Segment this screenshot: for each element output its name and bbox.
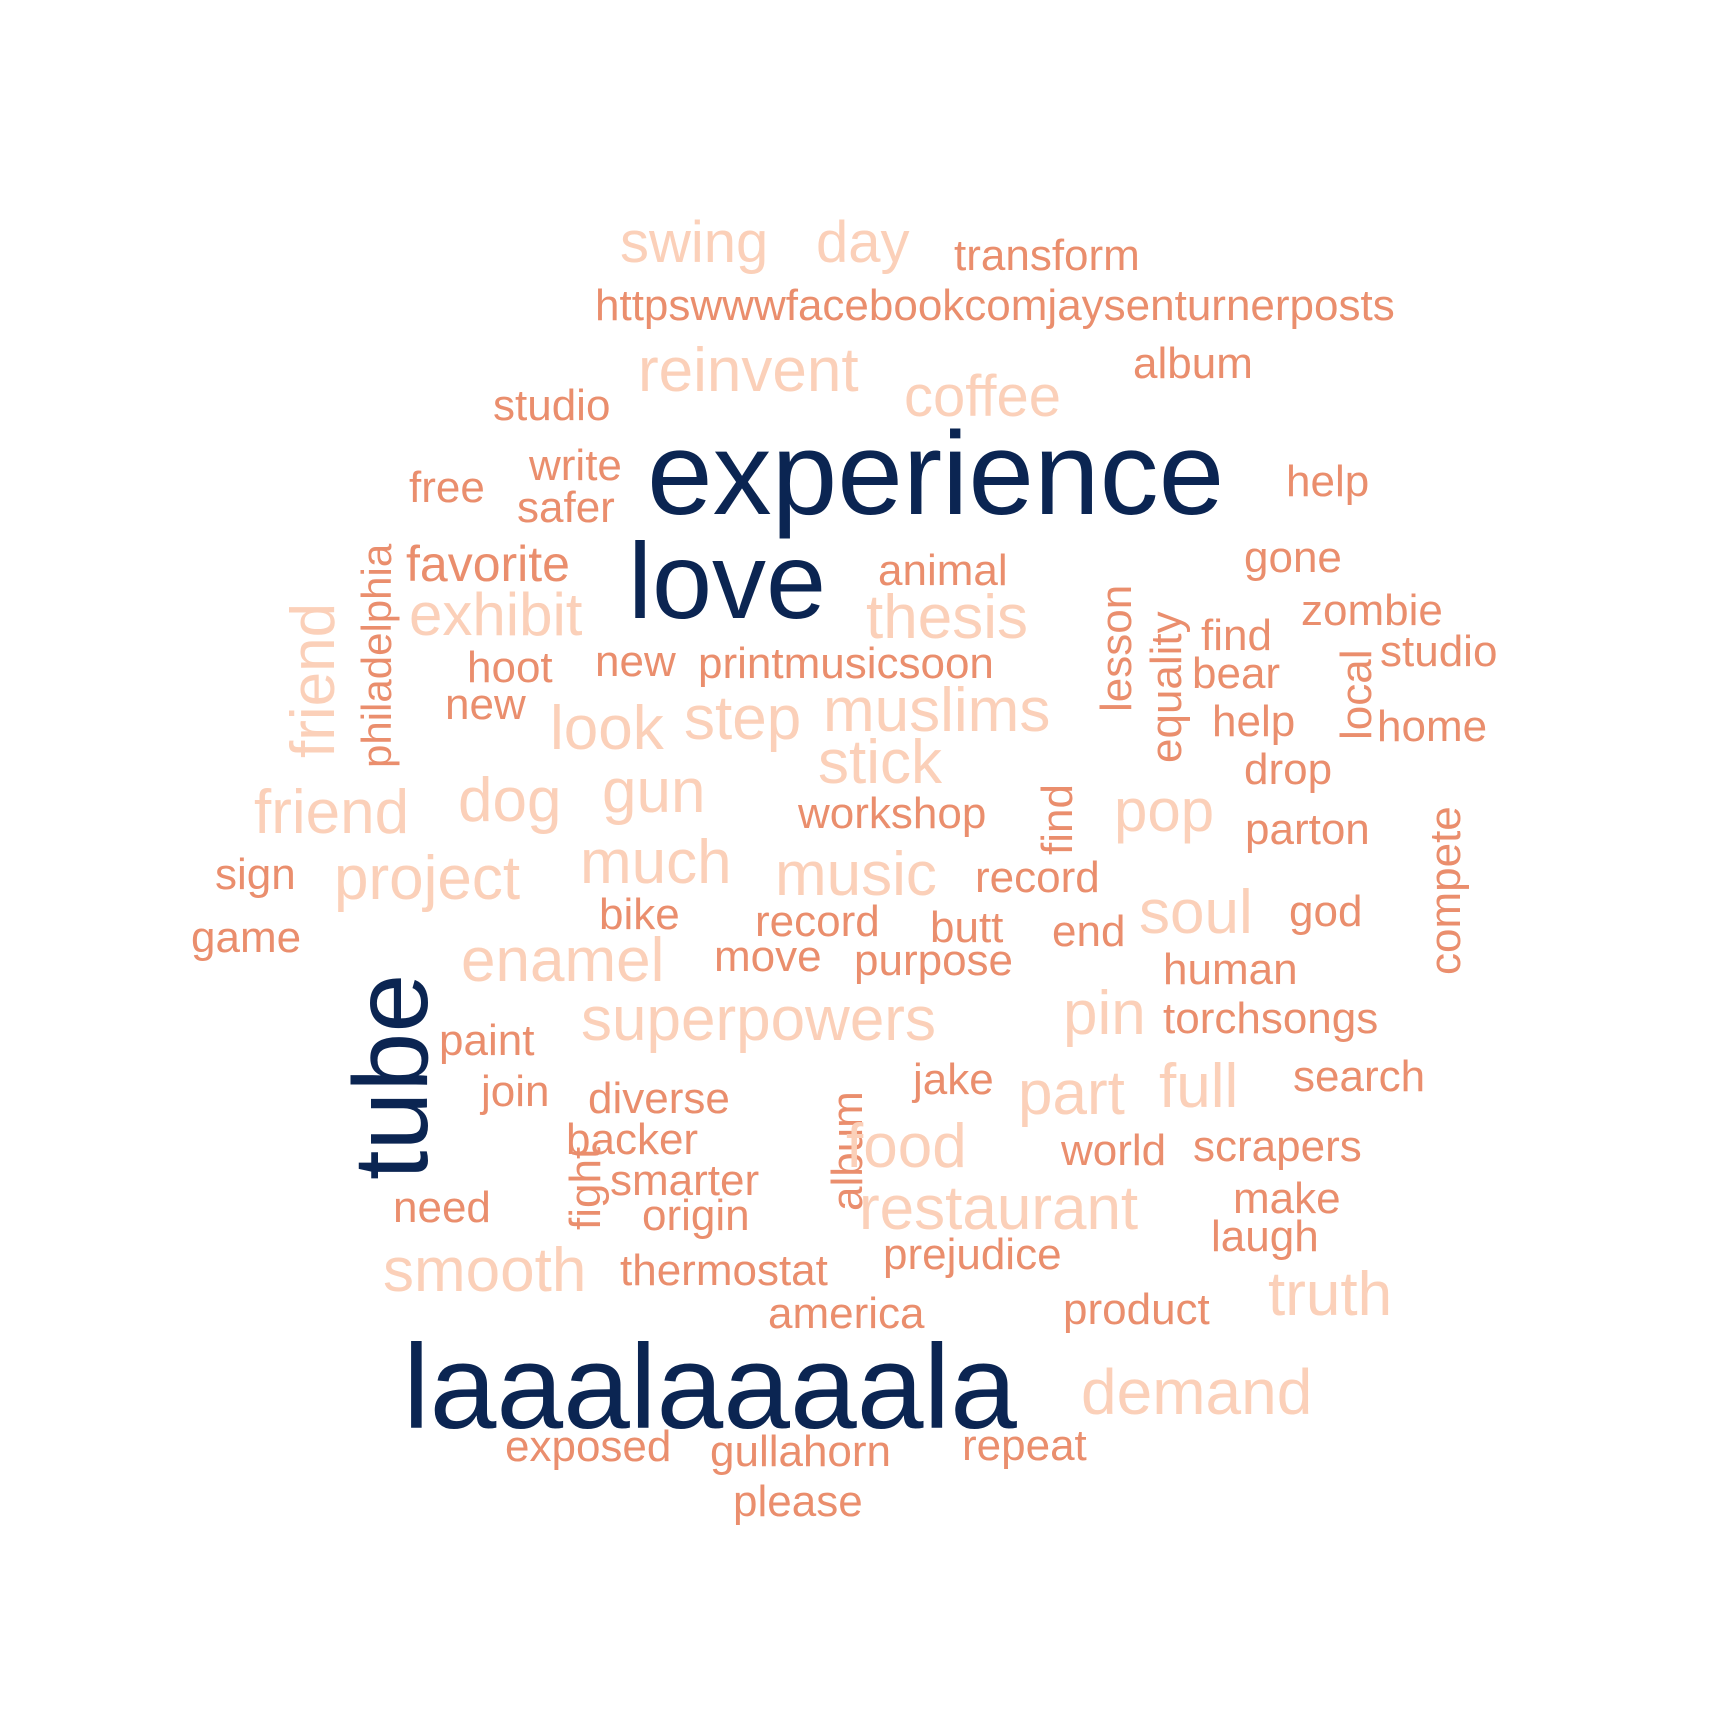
word-gullahorn-95: gullahorn: [710, 1427, 892, 1476]
word-free-13: free: [409, 463, 485, 512]
word-scrapers-80: scrapers: [1193, 1122, 1362, 1171]
word-record-53: record: [975, 853, 1100, 902]
word-muslims-36: muslims: [823, 676, 1051, 745]
word-help-14: help: [1286, 457, 1370, 506]
word-diverse-70: diverse: [588, 1074, 730, 1123]
word-hoot-29: hoot: [467, 643, 553, 692]
word-repeat-96: repeat: [962, 1421, 1087, 1470]
word-animal-19: animal: [878, 546, 1008, 595]
word-make-85: make: [1233, 1174, 1341, 1223]
word-stick-39: stick: [818, 728, 942, 797]
word-album-9: album: [1133, 339, 1253, 388]
word-sign-49: sign: [215, 850, 296, 899]
word-butt-59: butt: [930, 903, 1004, 952]
word-help-37: help: [1212, 697, 1296, 746]
word-home-38: home: [1377, 702, 1488, 751]
word-friend-22: friend: [279, 602, 348, 758]
word-exhibit-23: exhibit: [409, 581, 583, 648]
word-safer-15: safer: [517, 483, 615, 532]
word-restaurant-84: restaurant: [859, 1174, 1139, 1243]
word-gone-18: gone: [1244, 533, 1342, 582]
word-smarter-81: smarter: [610, 1156, 760, 1205]
word-please-97: please: [733, 1477, 863, 1526]
word-httpswwwfacebookcomjaysenturnerposts-7: httpswwwfacebookcomjaysenturnerposts: [595, 281, 1395, 330]
word-thermostat-88: thermostat: [620, 1246, 828, 1295]
word-prejudice-89: prejudice: [883, 1230, 1062, 1279]
word-product-92: product: [1063, 1285, 1210, 1334]
word-write-12: write: [529, 441, 622, 490]
word-friend-41: friend: [254, 778, 410, 847]
word-game-56: game: [191, 913, 302, 962]
word-human-64: human: [1163, 945, 1298, 994]
word-look-34: look: [550, 694, 664, 763]
word-new-33: new: [445, 680, 526, 729]
word-purpose-63: purpose: [854, 936, 1014, 985]
word-food-78: food: [846, 1112, 967, 1181]
word-philadelphia-16: philadelphia: [353, 543, 400, 768]
word-exposed-94: exposed: [505, 1422, 672, 1471]
word-lesson-20: lesson: [1092, 584, 1141, 712]
word-day-5: day: [816, 210, 910, 275]
word-local-27: local: [1332, 649, 1381, 741]
word-drop-40: drop: [1244, 745, 1333, 794]
word-zombie-25: zombie: [1301, 586, 1443, 635]
word-jake-72: jake: [913, 1055, 994, 1104]
word-pin-66: pin: [1063, 979, 1146, 1048]
word-coffee-10: coffee: [904, 364, 1061, 429]
word-equality-21: equality: [1142, 611, 1191, 763]
word-love-1: love: [628, 520, 827, 641]
word-much-51: much: [580, 828, 732, 897]
word-favorite-17: favorite: [406, 536, 570, 592]
word-origin-83: origin: [642, 1191, 750, 1240]
word-laugh-86: laugh: [1211, 1212, 1319, 1261]
word-parton-48: parton: [1245, 805, 1370, 854]
word-record-58: record: [755, 897, 880, 946]
word-reinvent-8: reinvent: [638, 336, 859, 405]
word-gun-43: gun: [602, 757, 706, 826]
word-end-60: end: [1052, 907, 1126, 956]
word-thesis-24: thesis: [866, 583, 1028, 652]
word-full-74: full: [1159, 1052, 1239, 1121]
word-need-82: need: [393, 1183, 491, 1232]
word-project-50: project: [334, 844, 521, 913]
word-paint-68: paint: [439, 1016, 535, 1065]
word-find-44: find: [1033, 784, 1082, 855]
word-superpowers-65: superpowers: [581, 985, 936, 1054]
word-tube-2: tube: [332, 973, 450, 1180]
word-experience-0: experience: [647, 408, 1225, 540]
word-demand-93: demand: [1081, 1356, 1313, 1428]
word-soul-54: soul: [1139, 878, 1253, 947]
word-backer-77: backer: [566, 1115, 699, 1164]
word-search-75: search: [1293, 1052, 1426, 1101]
word-new-30: new: [595, 637, 676, 686]
word-move-62: move: [714, 932, 822, 981]
word-find-26: find: [1201, 611, 1272, 660]
word-step-35: step: [684, 684, 802, 753]
word-music-52: music: [775, 840, 937, 909]
word-truth-90: truth: [1268, 1260, 1393, 1329]
word-printmusicsoon-31: printmusicsoon: [698, 639, 994, 688]
word-studio-11: studio: [493, 381, 611, 430]
word-smooth-87: smooth: [383, 1236, 587, 1305]
word-america-91: america: [768, 1289, 925, 1338]
word-dog-42: dog: [458, 766, 562, 835]
word-transform-6: transform: [954, 231, 1140, 280]
word-torchsongs-67: torchsongs: [1163, 994, 1379, 1043]
word-swing-4: swing: [620, 210, 769, 275]
word-world-79: world: [1061, 1126, 1167, 1175]
word-laaalaaaala-3: laaalaaaala: [403, 1320, 1017, 1454]
word-pop-46: pop: [1114, 777, 1215, 844]
word-bike-57: bike: [599, 890, 680, 939]
word-enamel-61: enamel: [461, 926, 665, 995]
word-part-73: part: [1018, 1059, 1125, 1128]
word-bear-32: bear: [1192, 649, 1281, 698]
word-compete-47: compete: [1421, 806, 1470, 975]
word-join-69: join: [481, 1067, 550, 1116]
word-workshop-45: workshop: [798, 789, 987, 838]
word-god-55: god: [1289, 887, 1363, 936]
word-studio-28: studio: [1380, 627, 1498, 676]
